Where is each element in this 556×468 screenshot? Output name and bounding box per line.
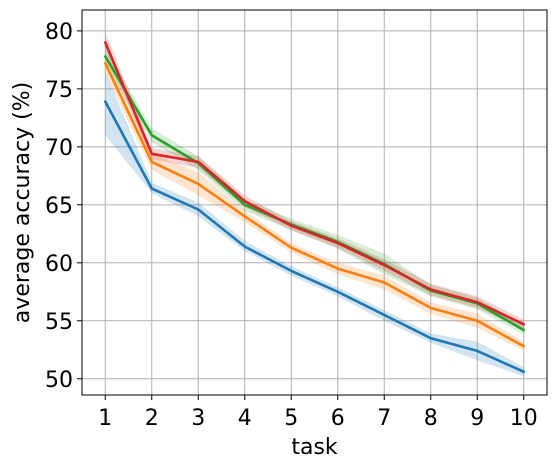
y-tick-label: 65 (45, 194, 73, 219)
series-lines (104, 41, 526, 374)
x-tick-label: 3 (191, 406, 205, 431)
series-line-2 (104, 61, 526, 348)
x-tick-label: 2 (145, 406, 159, 431)
x-tick-label: 4 (238, 406, 252, 431)
y-tick-label: 70 (45, 136, 73, 161)
x-tick-label: 10 (510, 406, 538, 431)
y-tick-label: 55 (45, 310, 73, 335)
confidence-bands (105, 32, 524, 377)
axis-ticks: 1 2 3 4 5 6 7 8 9 10 50 55 60 65 70 75 80 (45, 20, 538, 431)
grid (82, 10, 547, 395)
series-line-4 (104, 41, 526, 326)
y-axis-label: average accuracy (%) (10, 82, 35, 323)
x-tick-label: 9 (470, 406, 484, 431)
x-axis-label: task (291, 435, 338, 460)
x-tick-label: 1 (98, 406, 112, 431)
confidence-band-4 (105, 32, 524, 329)
y-tick-label: 60 (45, 252, 73, 277)
y-tick-label: 75 (45, 78, 73, 103)
x-tick-label: 8 (424, 406, 438, 431)
confidence-band-1 (105, 71, 524, 377)
x-tick-label: 6 (331, 406, 345, 431)
y-tick-label: 80 (45, 20, 73, 45)
x-tick-label: 7 (377, 406, 391, 431)
x-tick-label: 5 (284, 406, 298, 431)
confidence-band-2 (105, 52, 524, 351)
series-line-1 (104, 100, 526, 374)
y-tick-label: 50 (45, 368, 73, 393)
plot-frame (81, 9, 548, 396)
